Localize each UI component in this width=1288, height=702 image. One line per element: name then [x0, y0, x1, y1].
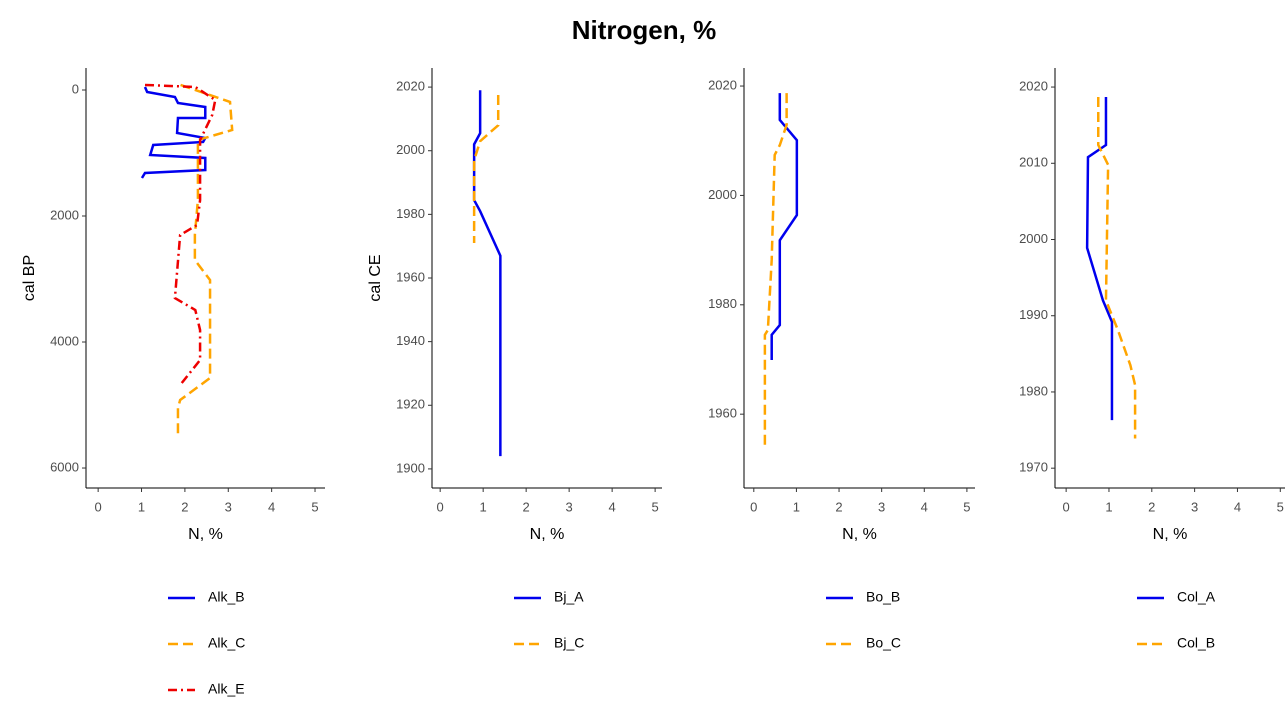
x-tick-label: 1 — [480, 499, 487, 514]
x-axis-title: N, % — [530, 526, 565, 543]
y-tick-label: 2000 — [1019, 231, 1048, 246]
y-tick-label: 1940 — [396, 333, 425, 348]
y-tick-label: 0 — [72, 81, 79, 96]
x-tick-label: 1 — [793, 499, 800, 514]
series-line — [140, 86, 208, 179]
legend-label: Bj_C — [554, 635, 584, 651]
y-tick-label: 1960 — [396, 269, 425, 284]
y-tick-label: 2020 — [1019, 78, 1048, 93]
x-axis-title: N, % — [188, 526, 223, 543]
x-tick-label: 5 — [311, 499, 318, 514]
x-tick-label: 0 — [750, 499, 757, 514]
x-tick-label: 4 — [268, 499, 275, 514]
legend-label: Col_B — [1177, 635, 1215, 651]
legend-label: Bo_C — [866, 635, 901, 651]
legend-label: Alk_E — [208, 681, 245, 697]
y-tick-label: 1990 — [1019, 307, 1048, 322]
series-line — [472, 95, 500, 243]
x-tick-label: 0 — [437, 499, 444, 514]
x-tick-label: 1 — [1105, 499, 1112, 514]
series-line — [144, 83, 217, 386]
x-tick-label: 2 — [523, 499, 530, 514]
legend-label: Alk_B — [208, 589, 245, 605]
x-tick-label: 5 — [963, 499, 970, 514]
y-tick-label: 2010 — [1019, 155, 1048, 170]
x-tick-label: 3 — [225, 499, 232, 514]
legend-label: Bo_B — [866, 589, 900, 605]
series-line — [1097, 96, 1137, 439]
x-axis-title: N, % — [842, 526, 877, 543]
y-tick-label: 2020 — [708, 77, 737, 92]
y-tick-label: 6000 — [50, 459, 79, 474]
legend-label: Bj_A — [554, 589, 584, 605]
legend-label: Col_A — [1177, 589, 1216, 605]
y-tick-label: 1980 — [708, 296, 737, 311]
series-line — [176, 83, 234, 439]
x-tick-label: 4 — [609, 499, 616, 514]
series-line — [1085, 96, 1114, 421]
figure-title: Nitrogen, % — [572, 15, 716, 45]
x-tick-label: 5 — [652, 499, 659, 514]
x-tick-label: 4 — [1234, 499, 1241, 514]
x-tick-label: 5 — [1277, 499, 1284, 514]
x-tick-label: 3 — [566, 499, 573, 514]
series-line — [472, 90, 502, 457]
series-line — [770, 93, 799, 361]
y-tick-label: 4000 — [50, 333, 79, 348]
x-tick-label: 2 — [835, 499, 842, 514]
x-tick-label: 2 — [1148, 499, 1155, 514]
x-tick-label: 2 — [181, 499, 188, 514]
y-tick-label: 2000 — [50, 207, 79, 222]
legend-label: Alk_C — [208, 635, 245, 651]
x-axis-title: N, % — [1153, 526, 1188, 543]
y-tick-label: 1920 — [396, 397, 425, 412]
series-line — [763, 93, 788, 446]
x-tick-label: 0 — [95, 499, 102, 514]
y-tick-label: 1970 — [1019, 460, 1048, 475]
y-tick-label: 2000 — [708, 187, 737, 202]
x-tick-label: 3 — [878, 499, 885, 514]
y-axis-title: cal BP — [21, 255, 38, 301]
y-tick-label: 1980 — [396, 206, 425, 221]
y-tick-label: 2000 — [396, 142, 425, 157]
x-tick-label: 1 — [138, 499, 145, 514]
y-tick-label: 1980 — [1019, 383, 1048, 398]
y-tick-label: 2020 — [396, 79, 425, 94]
x-tick-label: 3 — [1191, 499, 1198, 514]
x-tick-label: 0 — [1063, 499, 1070, 514]
x-tick-label: 4 — [921, 499, 928, 514]
y-tick-label: 1960 — [708, 406, 737, 421]
y-axis-title: cal CE — [367, 254, 384, 301]
y-tick-label: 1900 — [396, 460, 425, 475]
